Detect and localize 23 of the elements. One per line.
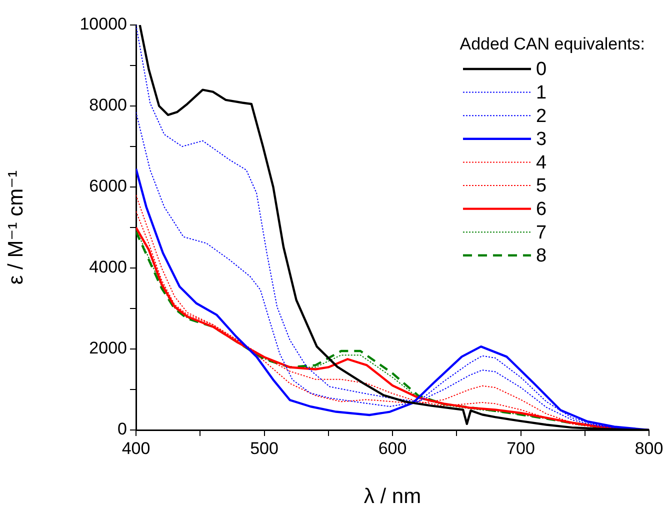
legend-label: 4 — [536, 152, 547, 174]
legend-label: 8 — [536, 246, 547, 267]
x-axis-title: λ / nm — [364, 485, 422, 508]
y-tick-label: 8000 — [89, 96, 127, 115]
legend-label: 7 — [536, 222, 547, 244]
legend-label: 1 — [536, 82, 547, 104]
legend-title: Added CAN equivalents: — [460, 34, 645, 54]
y-tick-label: 6000 — [89, 176, 127, 196]
legend-label: 0 — [536, 59, 547, 80]
x-tick-label: 800 — [634, 438, 664, 458]
y-tick-label: 10000 — [80, 14, 127, 34]
y-axis-title: ε / M⁻¹ cm⁻¹ — [4, 170, 28, 285]
x-tick-label: 400 — [122, 438, 150, 458]
x-tick-label: 700 — [506, 438, 535, 458]
legend-label: 3 — [536, 129, 547, 150]
x-tick-label: 600 — [378, 438, 407, 458]
legend-label: 6 — [536, 199, 547, 220]
legend-label: 5 — [536, 176, 547, 197]
legend-label: 2 — [536, 106, 547, 127]
y-tick-label: 2000 — [89, 338, 127, 358]
y-tick-label: 4000 — [89, 258, 127, 277]
x-tick-label: 500 — [250, 438, 278, 458]
y-tick-label: 0 — [118, 420, 127, 439]
